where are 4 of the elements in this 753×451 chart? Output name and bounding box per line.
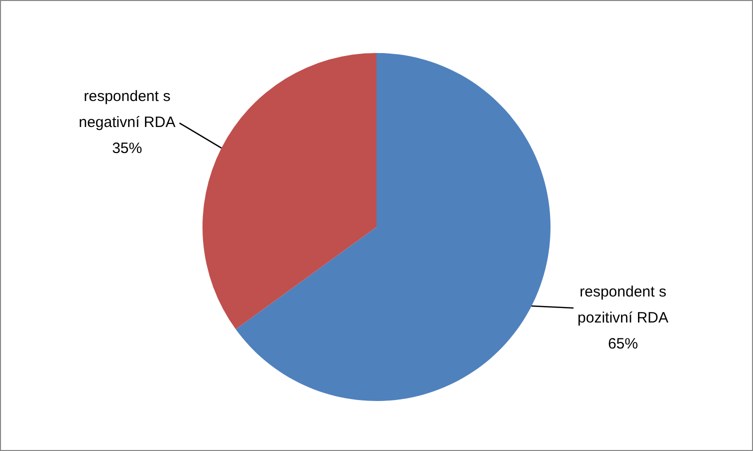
slice-label: respondent s pozitivní RDA — [578, 284, 668, 327]
data-label: 65% — [608, 336, 638, 353]
slice-label: respondent s negativní RDA — [78, 88, 176, 132]
data-label: 35% — [112, 140, 142, 158]
